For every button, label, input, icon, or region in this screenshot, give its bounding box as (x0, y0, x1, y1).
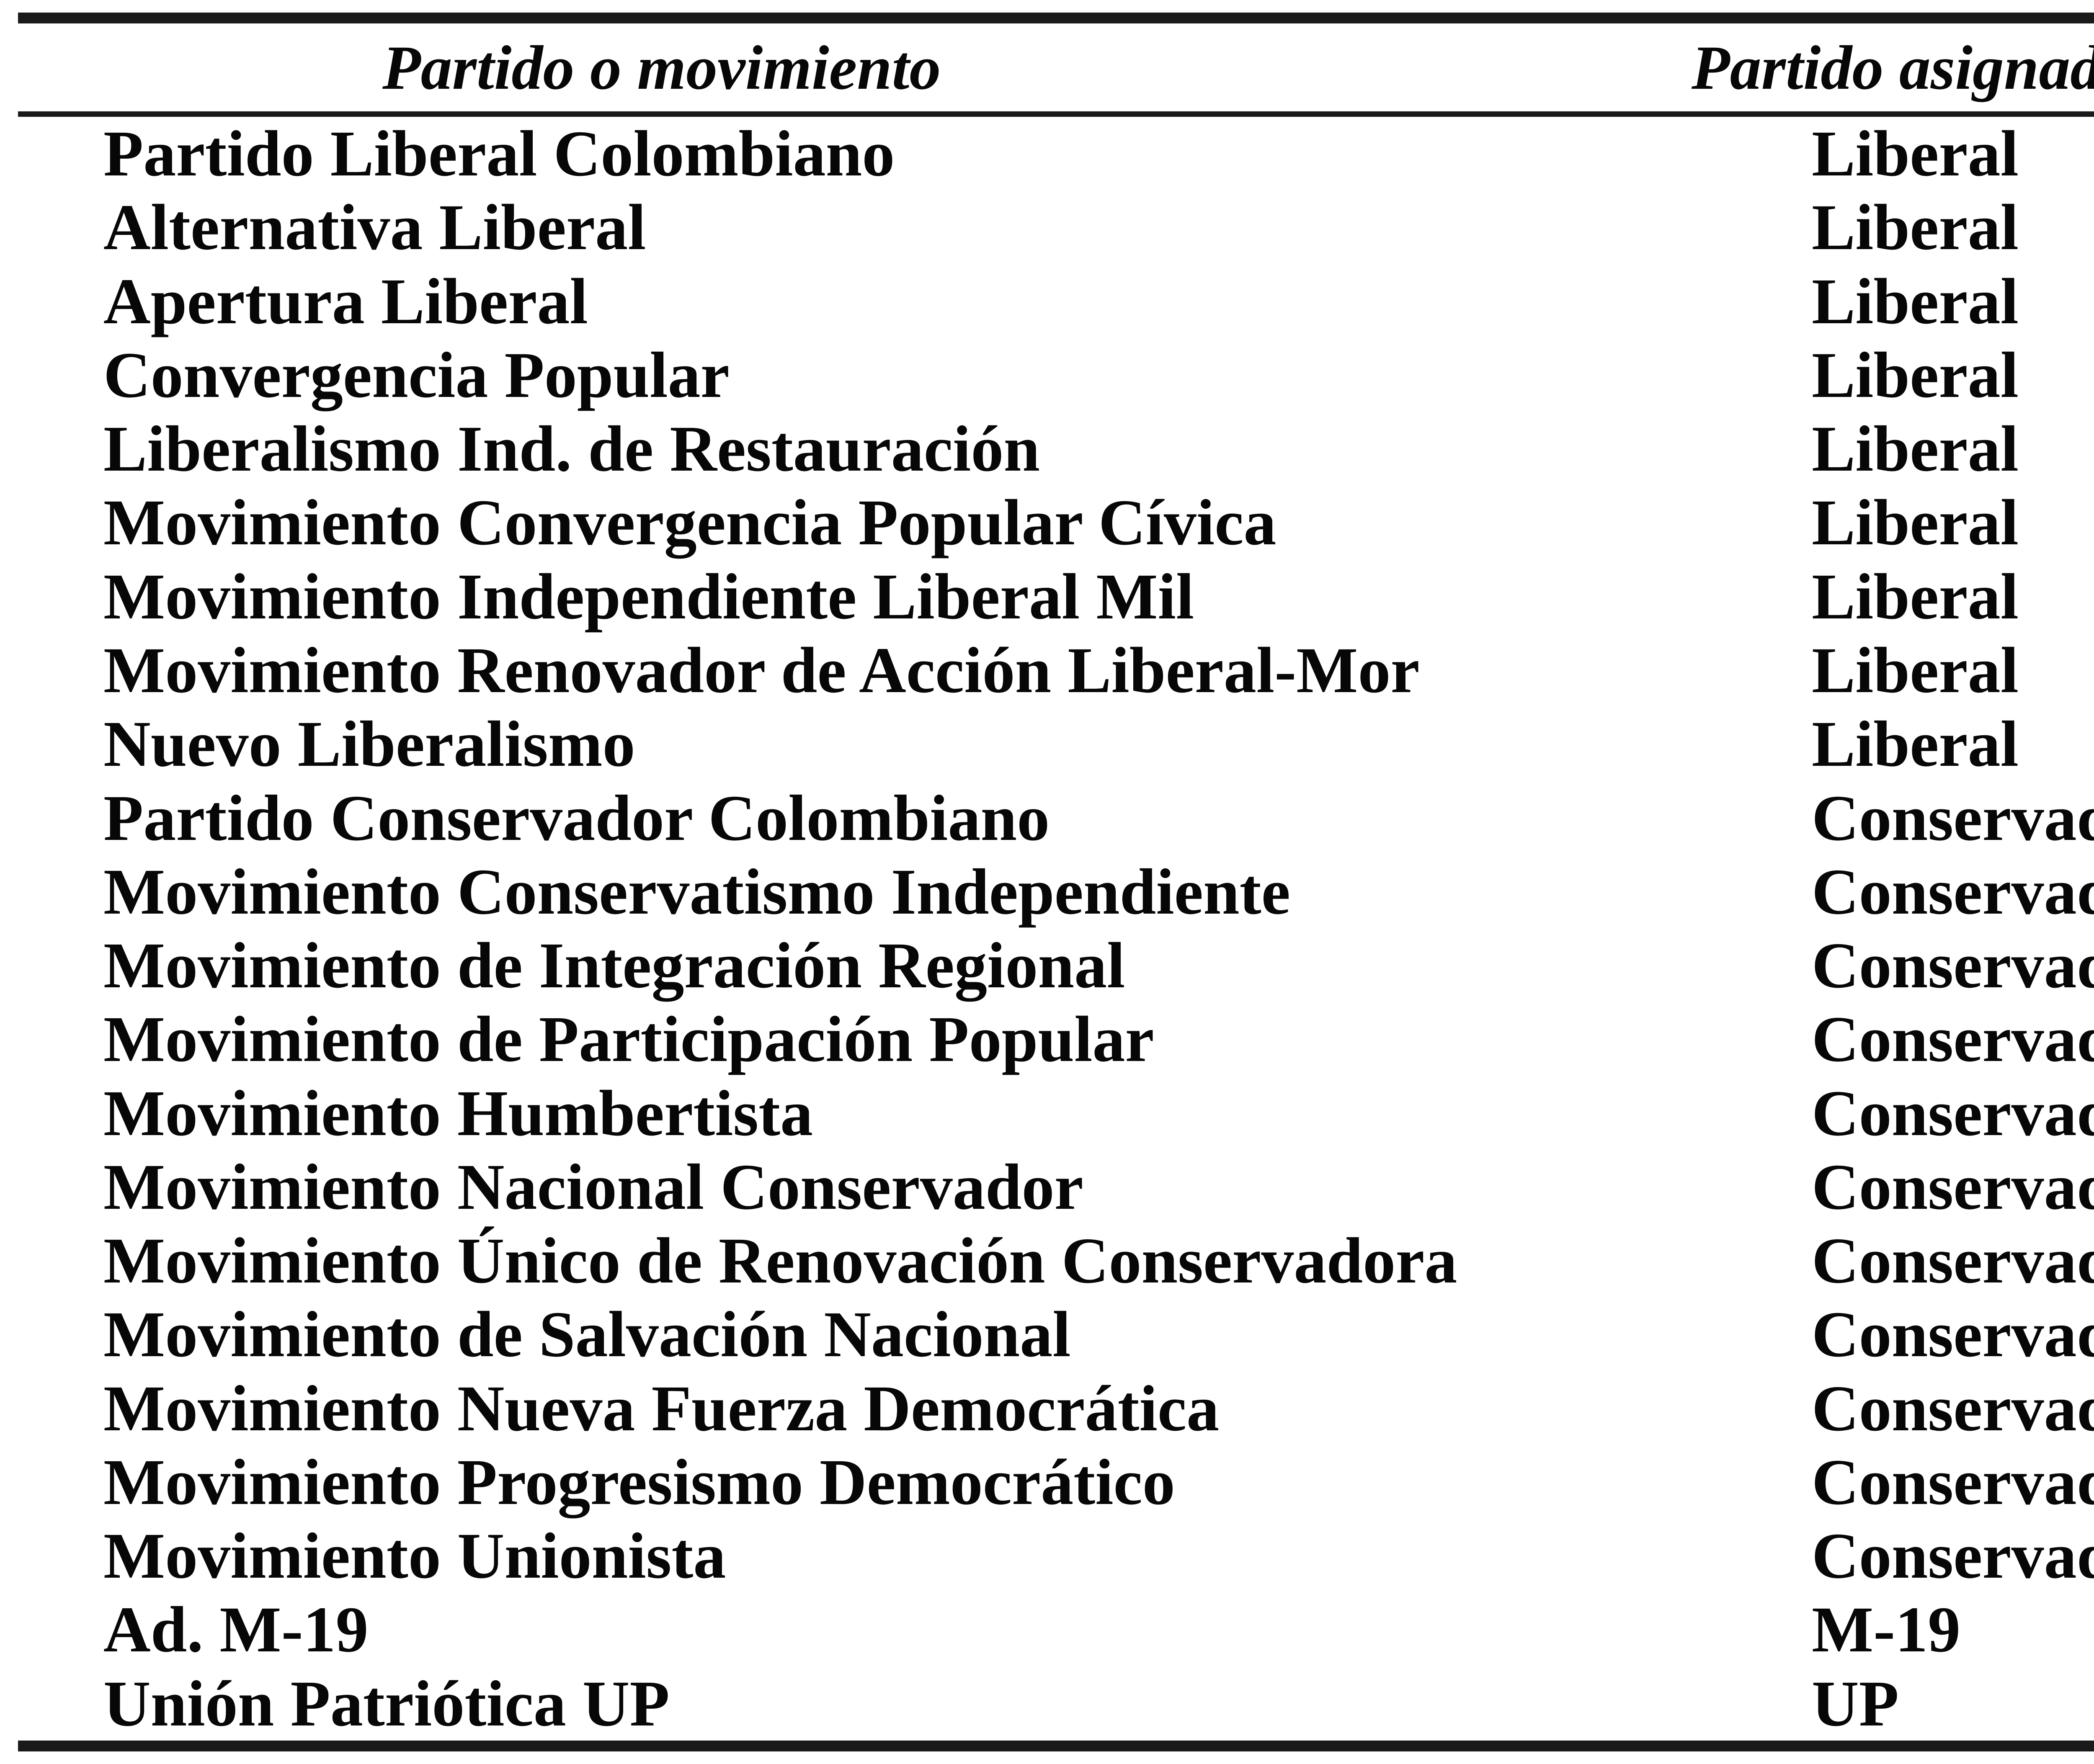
cell-partido-o-movimiento: Movimiento Humbertista (103, 1076, 813, 1149)
table-row: Movimiento Convergencia Popular Cívica Li… (18, 486, 2094, 559)
cell-partido-o-movimiento: Movimiento Nacional Conservador (103, 1150, 1083, 1223)
table-row: Nuevo Liberalismo Liberal (18, 707, 2094, 781)
cell-partido-o-movimiento: Movimiento Nueva Fuerza Democrática (103, 1372, 1220, 1445)
cell-partido-o-movimiento: Unión Patriótica UP (103, 1667, 670, 1740)
table-row: Movimiento Unionista Conservador (18, 1519, 2094, 1593)
cell-partido-asignado: Conservador (1812, 1003, 2094, 1076)
cell-partido-asignado: Conservador (1812, 1150, 2094, 1223)
cell-partido-asignado: Liberal (1812, 412, 2019, 485)
table-row: Movimiento de Salvación Nacional Conserva… (18, 1298, 2094, 1371)
column-header-partido-o-movimiento: Partido o movimiento (382, 33, 941, 103)
cell-partido-o-movimiento: Movimiento de Integración Regional (103, 929, 1125, 1002)
column-header-partido-asignado: Partido asignado (1692, 33, 2094, 103)
cell-partido-o-movimiento: Alternativa Liberal (103, 191, 646, 264)
table-row: Movimiento Progresismo Democrático Conser… (18, 1445, 2094, 1519)
cell-partido-asignado: Conservador (1812, 1519, 2094, 1592)
cell-partido-asignado: Liberal (1812, 338, 2019, 411)
table-row: Movimiento Humbertista Conservador (18, 1076, 2094, 1150)
cell-partido-asignado: Conservador (1812, 855, 2094, 928)
cell-partido-asignado: Conservador (1812, 1076, 2094, 1149)
table-row: Apertura Liberal Liberal (18, 265, 2094, 338)
table-row: Convergencia Popular Liberal (18, 338, 2094, 412)
cell-partido-asignado: Conservador (1812, 1445, 2094, 1518)
cell-partido-asignado: Conservador (1812, 1372, 2094, 1445)
cell-partido-asignado: Liberal (1812, 486, 2019, 559)
cell-partido-o-movimiento: Apertura Liberal (103, 265, 588, 337)
cell-partido-asignado: Liberal (1812, 560, 2019, 633)
cell-partido-o-movimiento: Movimiento de Salvación Nacional (103, 1298, 1071, 1371)
cell-partido-o-movimiento: Movimiento Convergencia Popular Cívica (103, 486, 1277, 559)
cell-partido-o-movimiento: Liberalismo Ind. de Restauración (103, 412, 1040, 485)
cell-partido-o-movimiento: Movimiento Renovador de Acción Liberal-M… (103, 633, 1420, 706)
table-row: Ad. M-19 M-19 (18, 1593, 2094, 1666)
cell-partido-o-movimiento: Partido Conservador Colombiano (103, 781, 1050, 854)
cell-partido-asignado: Conservador (1812, 781, 2094, 854)
cell-partido-asignado: Liberal (1812, 708, 2019, 780)
cell-partido-asignado: Conservador (1812, 1224, 2094, 1297)
cell-partido-o-movimiento: Movimiento Conservatismo Independiente (103, 855, 1290, 928)
table-row: Movimiento Único de Renovación Conservad… (18, 1224, 2094, 1298)
table-row: Movimiento Conservatismo Independiente Co… (18, 855, 2094, 929)
table-body: Partido Liberal Colombiano Liberal Alterna… (18, 117, 2094, 1741)
table-row: Movimiento Independiente Liberal Mil Libe… (18, 560, 2094, 633)
table-row: Movimiento Nacional Conservador Conservad… (18, 1150, 2094, 1224)
cell-partido-o-movimiento: Movimiento Progresismo Democrático (103, 1445, 1175, 1518)
table-row: Movimiento Nueva Fuerza Democrática Conse… (18, 1372, 2094, 1445)
cell-partido-asignado: M-19 (1812, 1593, 1961, 1666)
table-row: Unión Patriótica UP UP (18, 1667, 2094, 1741)
cell-partido-asignado: UP (1812, 1667, 1899, 1740)
table-top-rule (18, 13, 2094, 23)
cell-partido-asignado: Conservador (1812, 1298, 2094, 1371)
cell-partido-o-movimiento: Ad. M-19 (103, 1593, 369, 1666)
cell-partido-o-movimiento: Movimiento Independiente Liberal Mil (103, 560, 1194, 633)
cell-partido-o-movimiento: Nuevo Liberalismo (103, 708, 635, 780)
cell-partido-asignado: Liberal (1812, 191, 2019, 264)
table-row: Movimiento de Integración Regional Conser… (18, 929, 2094, 1002)
table-row: Partido Conservador Colombiano Conservado… (18, 781, 2094, 855)
cell-partido-o-movimiento: Partido Liberal Colombiano (103, 117, 895, 190)
cell-partido-o-movimiento: Convergencia Popular (103, 338, 730, 411)
table-row: Liberalismo Ind. de Restauración Liberal (18, 412, 2094, 486)
cell-partido-asignado: Conservador (1812, 929, 2094, 1002)
cell-partido-asignado: Liberal (1812, 117, 2019, 190)
cell-partido-o-movimiento: Movimiento de Participación Popular (103, 1003, 1154, 1076)
table-row: Alternativa Liberal Liberal (18, 191, 2094, 264)
table-header-row: Partido o movimiento Partido asignado (18, 24, 2094, 111)
table-row: Partido Liberal Colombiano Liberal (18, 117, 2094, 191)
cell-partido-asignado: Liberal (1812, 265, 2019, 337)
cell-partido-o-movimiento: Movimiento Único de Renovación Conservad… (103, 1224, 1457, 1297)
table-row: Movimiento Renovador de Acción Liberal-M… (18, 633, 2094, 707)
cell-partido-asignado: Liberal (1812, 633, 2019, 706)
table-header-rule (18, 111, 2094, 117)
table-bottom-rule (18, 1741, 2094, 1751)
table-row: Movimiento de Participación Popular Conse… (18, 1002, 2094, 1076)
cell-partido-o-movimiento: Movimiento Unionista (103, 1519, 726, 1592)
